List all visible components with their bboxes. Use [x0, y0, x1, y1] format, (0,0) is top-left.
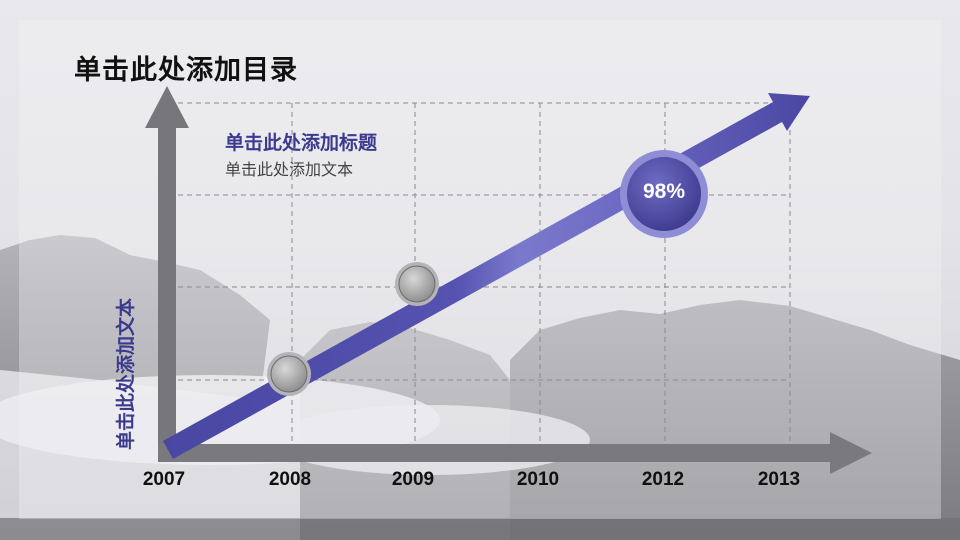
marker-2008-inner — [270, 355, 308, 393]
mountain-right — [510, 300, 960, 540]
y-axis-arrow — [145, 86, 189, 452]
x-tick-label: 2007 — [142, 469, 186, 490]
x-tick-label: 2013 — [757, 469, 801, 490]
subtitle: 单击此处添加标题 — [225, 132, 378, 154]
marker-2009-inner — [398, 265, 436, 303]
x-axis-arrow — [158, 432, 872, 474]
subtitle-text: 单击此处添加文本 — [225, 160, 354, 179]
mountain-left — [0, 235, 270, 400]
x-tick-label: 2009 — [391, 469, 435, 490]
x-tick-label: 2008 — [268, 469, 312, 490]
x-tick-label: 2012 — [641, 469, 685, 490]
slide-title: 单击此处添加目录 — [74, 55, 298, 86]
percent-callout: 98% — [642, 180, 686, 203]
y-axis-label: 单击此处添加文本 — [115, 297, 137, 450]
ground-strip — [0, 518, 960, 540]
highlight-marker-inner — [627, 157, 701, 231]
x-tick-label: 2010 — [516, 469, 560, 490]
